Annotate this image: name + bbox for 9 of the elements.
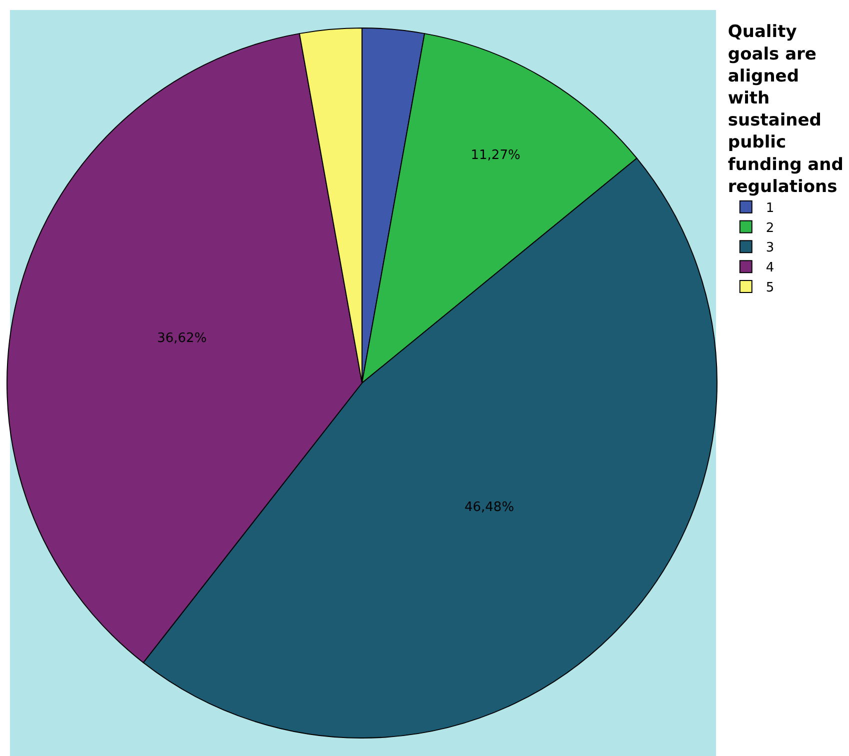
legend-label: 3 <box>766 240 774 256</box>
legend-label: 5 <box>766 280 774 296</box>
legend-label: 2 <box>766 220 774 236</box>
legend-label: 1 <box>766 200 774 216</box>
data-label: 11,27% <box>470 148 520 164</box>
data-label: 46,48% <box>464 500 514 516</box>
data-label: 36,62% <box>157 330 207 346</box>
legend-label: 4 <box>766 260 774 276</box>
legend-title: Quality goals are aligned with sustained public funding and regulations <box>728 22 844 197</box>
